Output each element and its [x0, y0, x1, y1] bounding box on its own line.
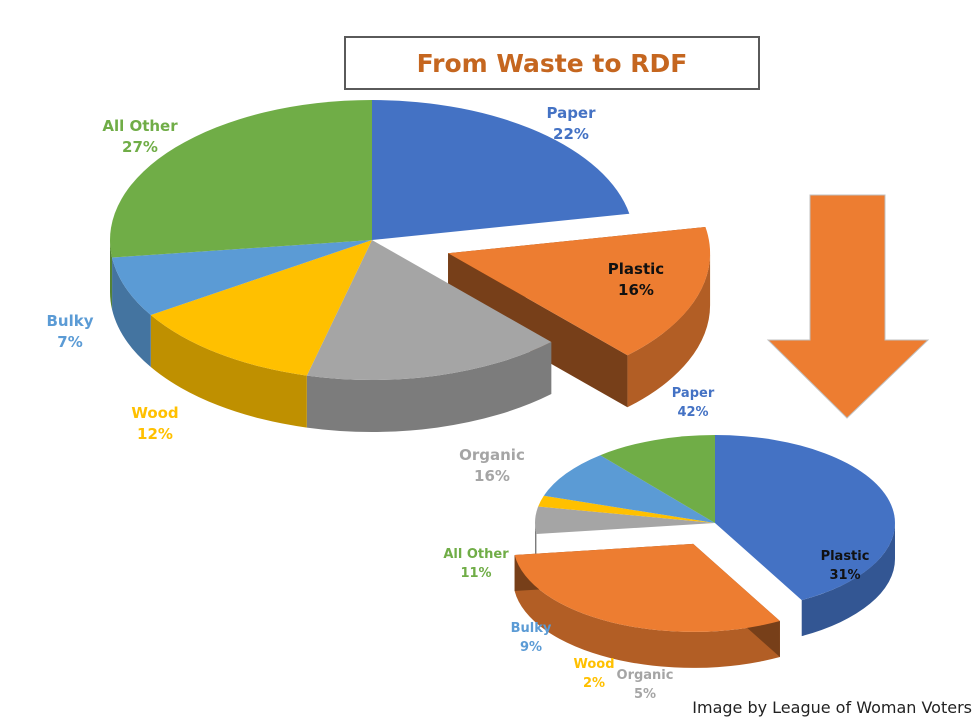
- slice-wood: [538, 495, 715, 523]
- slice-label-bulky: Bulky 9%: [511, 621, 552, 655]
- slice-side-wood: [150, 315, 307, 428]
- slice-plastic: [514, 543, 780, 632]
- slice-paper: [372, 100, 630, 240]
- slice-percent: 16%: [618, 281, 654, 299]
- slice-bulky: [112, 240, 372, 316]
- slice-label-all-other: All Other 11%: [443, 547, 509, 581]
- slice-wood: [150, 240, 372, 376]
- slice-paper: [715, 435, 895, 601]
- slice-label-bulky: Bulky 7%: [46, 312, 93, 351]
- slice-category: All Other: [443, 547, 509, 562]
- slice-label-all-other: All Other 27%: [102, 117, 178, 156]
- slice-category: Wood: [131, 404, 178, 422]
- image-credit: Image by League of Woman Voters: [692, 698, 972, 717]
- slice-side-paper: [801, 523, 895, 637]
- slice-percent: 22%: [553, 125, 589, 143]
- slice-category: Paper: [546, 104, 596, 122]
- slice-organic: [306, 240, 552, 381]
- slice-category: Bulky: [511, 621, 552, 636]
- slice-category: Plastic: [608, 260, 664, 278]
- chart-title: From Waste to RDF: [416, 48, 688, 78]
- slice-label-plastic: Plastic 16%: [608, 260, 664, 299]
- slice-category: Paper: [672, 386, 715, 401]
- slice-percent: 9%: [520, 640, 542, 655]
- slice-bulky: [543, 455, 715, 523]
- slice-label-paper: Paper 42%: [672, 386, 715, 420]
- slice-category: Organic: [617, 668, 674, 683]
- slice-organic: [535, 506, 715, 535]
- slice-category: Wood: [573, 657, 614, 672]
- slice-plastic: [448, 226, 711, 356]
- slice-category: All Other: [102, 117, 178, 135]
- down-arrow-icon: [766, 194, 930, 419]
- slice-label-wood: Wood 2%: [573, 657, 614, 691]
- slice-label-organic: Organic 16%: [459, 446, 525, 485]
- slice-label-plastic: Plastic 31%: [821, 549, 870, 583]
- slice-side-all-other: [110, 240, 113, 310]
- slice-side-organic: [306, 342, 552, 432]
- slice-percent: 31%: [829, 568, 860, 583]
- slice-category: Organic: [459, 446, 525, 464]
- slice-percent: 2%: [583, 676, 605, 691]
- slice-all-other: [109, 100, 372, 258]
- slice-label-organic: Organic 5%: [617, 668, 674, 702]
- slice-percent: 5%: [634, 687, 656, 702]
- slice-category: Plastic: [821, 549, 870, 564]
- chart-title-box: From Waste to RDF: [344, 36, 760, 90]
- slice-side-bulky: [112, 257, 151, 368]
- slice-percent: 7%: [57, 333, 82, 351]
- slice-category: Bulky: [46, 312, 93, 330]
- arrow-shape: [766, 194, 930, 419]
- slice-percent: 42%: [677, 405, 708, 420]
- slice-label-wood: Wood 12%: [131, 404, 178, 443]
- slice-percent: 12%: [137, 425, 173, 443]
- slice-label-paper: Paper 22%: [546, 104, 596, 143]
- slice-percent: 11%: [460, 566, 491, 581]
- slice-all-other: [600, 435, 715, 523]
- slice-percent: 16%: [474, 467, 510, 485]
- slice-percent: 27%: [122, 138, 158, 156]
